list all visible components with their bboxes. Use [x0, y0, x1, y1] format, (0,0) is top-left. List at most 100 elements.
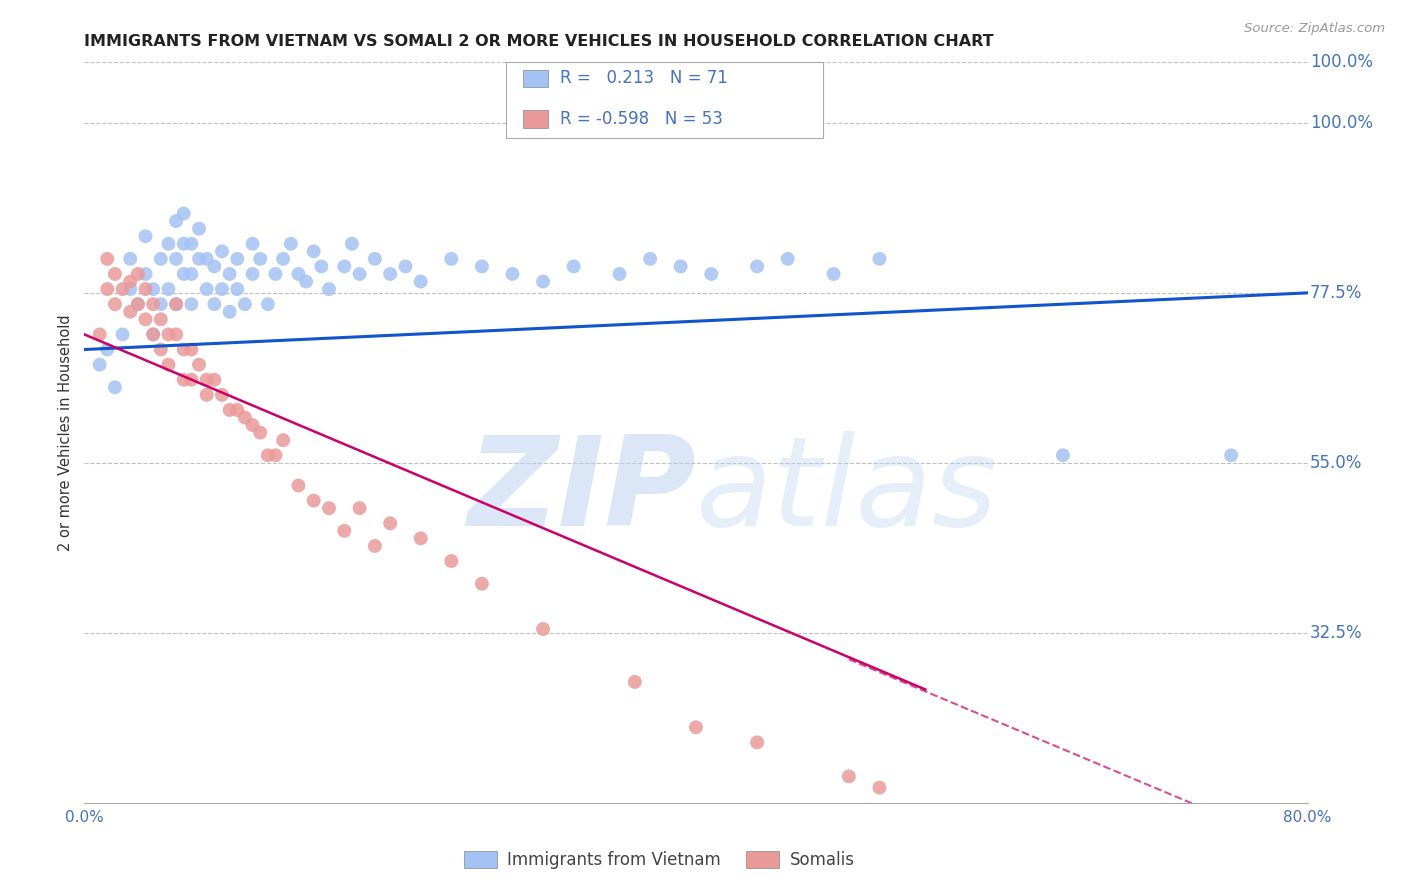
Point	[165, 297, 187, 311]
Point	[440, 252, 463, 266]
Point	[104, 267, 127, 281]
Point	[180, 343, 202, 357]
Point	[202, 297, 225, 311]
Point	[226, 403, 249, 417]
Point	[471, 576, 494, 591]
Point	[349, 501, 371, 516]
Point	[531, 275, 554, 289]
Point	[157, 282, 180, 296]
Point	[340, 236, 363, 251]
Point	[380, 267, 402, 281]
Point	[96, 343, 118, 357]
Point	[173, 343, 195, 357]
Point	[165, 327, 187, 342]
Point	[242, 236, 264, 251]
Point	[1220, 448, 1243, 462]
Point	[226, 252, 249, 266]
Point	[180, 297, 202, 311]
Text: R =   0.213   N = 71: R = 0.213 N = 71	[560, 70, 727, 87]
Point	[318, 282, 340, 296]
Point	[96, 252, 118, 266]
Point	[104, 380, 127, 394]
Point	[142, 327, 165, 342]
Point	[195, 373, 218, 387]
Point	[409, 532, 432, 546]
Point	[180, 373, 202, 387]
Point	[669, 260, 692, 274]
Point	[264, 448, 287, 462]
Point	[104, 297, 127, 311]
Point	[624, 674, 647, 689]
Point	[218, 403, 240, 417]
Point	[531, 622, 554, 636]
Point	[142, 297, 165, 311]
Point	[249, 425, 271, 440]
Point	[202, 260, 225, 274]
Text: 77.5%: 77.5%	[1310, 284, 1362, 301]
Point	[295, 275, 318, 289]
Text: atlas: atlas	[696, 432, 998, 552]
Point	[502, 267, 524, 281]
Point	[685, 720, 707, 734]
Point	[869, 780, 891, 795]
Point	[394, 260, 416, 274]
Text: R = -0.598   N = 53: R = -0.598 N = 53	[560, 110, 723, 128]
Point	[96, 282, 118, 296]
Point	[120, 275, 142, 289]
Point	[257, 448, 280, 462]
Point	[440, 554, 463, 568]
Point	[180, 236, 202, 251]
Point	[302, 244, 325, 259]
Point	[287, 478, 309, 492]
Text: 100.0%: 100.0%	[1310, 114, 1374, 132]
Point	[776, 252, 799, 266]
Point	[149, 343, 172, 357]
Point	[195, 388, 218, 402]
Point	[287, 267, 309, 281]
Point	[120, 304, 142, 318]
Point	[195, 282, 218, 296]
Point	[409, 275, 432, 289]
Point	[333, 260, 356, 274]
Point	[173, 236, 195, 251]
Point	[149, 252, 172, 266]
Point	[188, 358, 211, 372]
Point	[188, 221, 211, 235]
Point	[142, 282, 165, 296]
Point	[838, 769, 860, 783]
Point	[211, 282, 233, 296]
Point	[142, 327, 165, 342]
Point	[233, 410, 256, 425]
Point	[149, 312, 172, 326]
Point	[89, 327, 111, 342]
Text: IMMIGRANTS FROM VIETNAM VS SOMALI 2 OR MORE VEHICLES IN HOUSEHOLD CORRELATION CH: IMMIGRANTS FROM VIETNAM VS SOMALI 2 OR M…	[84, 34, 994, 49]
Legend: Immigrants from Vietnam, Somalis: Immigrants from Vietnam, Somalis	[457, 845, 860, 876]
Point	[380, 516, 402, 531]
Point	[111, 327, 134, 342]
Point	[157, 236, 180, 251]
Point	[127, 297, 149, 311]
Point	[249, 252, 271, 266]
Point	[264, 267, 287, 281]
Point	[120, 252, 142, 266]
Point	[218, 267, 240, 281]
Point	[233, 297, 256, 311]
Point	[349, 267, 371, 281]
Text: 55.0%: 55.0%	[1310, 454, 1362, 472]
Point	[157, 358, 180, 372]
Point	[271, 433, 294, 447]
Point	[211, 244, 233, 259]
Point	[364, 252, 387, 266]
Point	[242, 418, 264, 433]
Point	[195, 252, 218, 266]
Text: ZIP: ZIP	[467, 432, 696, 552]
Point	[747, 735, 769, 749]
Point	[173, 373, 195, 387]
Point	[173, 206, 195, 220]
Point	[638, 252, 661, 266]
Point	[180, 267, 202, 281]
Point	[747, 260, 769, 274]
Point	[188, 252, 211, 266]
Point	[302, 493, 325, 508]
Text: Source: ZipAtlas.com: Source: ZipAtlas.com	[1244, 22, 1385, 36]
